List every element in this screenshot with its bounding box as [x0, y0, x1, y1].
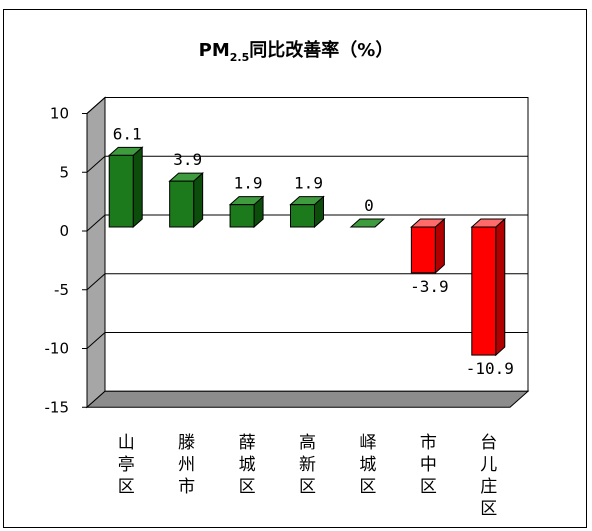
category-label: 峄城区 [359, 433, 376, 497]
bar-side [132, 146, 143, 229]
bar-front [290, 204, 315, 228]
gridline [86, 332, 528, 349]
data-label: 0 [364, 196, 374, 215]
gridline [86, 97, 528, 114]
data-label: 1.9 [294, 174, 323, 193]
category-label: 高新区 [299, 433, 316, 497]
data-label: 3.9 [173, 150, 202, 169]
bar-7 [470, 217, 507, 357]
back-wall [104, 97, 529, 392]
y-tick-label: 5 [59, 163, 69, 181]
category-label: 台儿庄区 [480, 433, 497, 519]
y-tick-label: -15 [45, 398, 70, 416]
category-label: 山亭区 [118, 433, 135, 497]
bar-1 [107, 146, 144, 229]
category-label: 薛城区 [239, 433, 256, 497]
category-label: 滕州市 [178, 433, 195, 497]
gridline [86, 155, 528, 173]
bar-side [193, 172, 204, 229]
bar-top [349, 218, 386, 228]
data-label: 6.1 [113, 124, 142, 143]
y-tick-label: -5 [54, 281, 69, 299]
bar-side [495, 217, 506, 357]
pm25-bar-chart: PM2.5同比改善率（%） 10 5 0 -5 -10 -15 6.1 3.9 1.9 1.9 0… [45, 39, 530, 519]
bar-front [169, 180, 195, 228]
bar-side [434, 217, 445, 274]
bar-4 [289, 195, 325, 229]
data-label: 1.9 [234, 174, 263, 193]
data-label: -3.9 [410, 277, 449, 296]
bar-2 [168, 172, 204, 229]
chart-frame: PM2.5同比改善率（%） 10 5 0 -5 -10 -15 6.1 3.9 1.9 1.9 0… [3, 9, 587, 528]
bar-front [471, 226, 497, 356]
chart-floor [85, 390, 530, 408]
y-tick-label: 10 [50, 105, 69, 123]
data-label: -10.9 [466, 359, 514, 378]
bar-6 [410, 217, 446, 274]
category-label: 市中区 [420, 433, 437, 497]
bar-front [229, 204, 255, 228]
gridline [86, 273, 528, 291]
bar-5 [349, 218, 386, 228]
bar-front [410, 226, 436, 274]
bar-3 [228, 195, 265, 229]
chart-title: PM2.5同比改善率（%） [199, 39, 394, 64]
gridline [86, 214, 528, 232]
side-wall [86, 96, 106, 409]
y-tick-label: -10 [45, 340, 70, 358]
bar-front [108, 154, 134, 228]
y-tick-label: 0 [59, 222, 69, 240]
